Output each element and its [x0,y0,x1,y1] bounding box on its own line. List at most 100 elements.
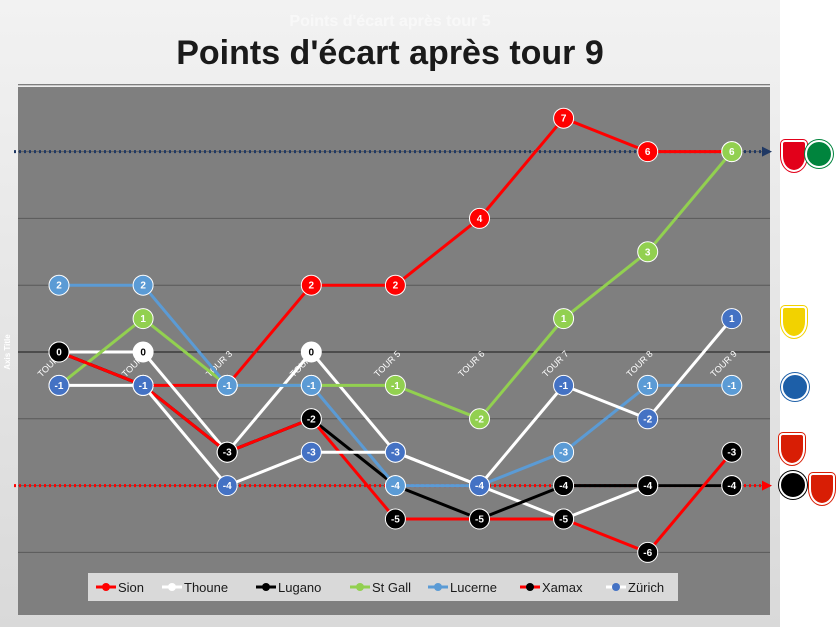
data-point [553,107,575,129]
data-point [216,475,238,497]
sion-logo [781,140,807,172]
data-label: -3 [559,448,568,459]
data-label: -4 [643,481,652,492]
data-point [132,341,154,363]
data-point [48,374,70,396]
legend-box [88,573,678,601]
data-point [469,408,490,430]
legend-marker [356,583,364,591]
data-label: 2 [140,281,146,292]
data-point [300,274,322,296]
data-label: -1 [307,381,316,392]
data-point [553,374,575,396]
data-label: -2 [475,414,484,425]
data-point [300,408,322,430]
legend-marker [102,583,110,591]
data-point [721,441,743,463]
data-label: 6 [729,147,735,158]
data-point [384,441,406,463]
data-point [216,441,238,463]
data-point [132,308,154,330]
data-label: -6 [643,548,652,559]
legend-marker [262,583,270,591]
zurich-logo [781,306,807,338]
data-label: 7 [561,114,567,125]
data-label: -3 [727,448,736,459]
series-markers: 0-1-122476600-30-3-4-5-4-40-1-3-2-4-5-4-… [48,107,743,563]
data-point [553,308,575,330]
chart-title: Points d'écart après tour 9 [176,34,604,72]
data-label: 0 [140,348,146,359]
data-point [300,441,322,463]
lugano-logo [779,471,807,499]
data-point [48,341,70,363]
legend-label: Xamax [542,580,583,595]
data-label: 0 [309,348,315,359]
data-label: 2 [309,281,315,292]
data-label: 3 [645,247,651,258]
data-label: -1 [559,381,568,392]
data-point [384,475,406,497]
xamax-logo [779,433,805,465]
data-label: 1 [729,314,735,325]
data-label: -4 [391,481,400,492]
data-label: 1 [561,314,567,325]
data-point [384,508,406,530]
legend-label: Sion [118,580,144,595]
data-point [384,274,406,296]
data-point [637,241,659,263]
data-label: -4 [727,481,736,492]
data-label: -3 [307,448,316,459]
data-point [721,475,743,497]
data-label: 2 [393,281,399,292]
thoune-logo [809,473,835,505]
legend-marker [526,583,534,591]
data-label: -3 [223,448,232,459]
st-gall-logo [805,140,833,168]
reference-lines [14,146,772,491]
data-point [48,274,70,296]
reference-arrow [762,480,772,491]
data-label: 4 [477,214,483,225]
legend-label: Lugano [278,580,321,595]
ghost-title: Points d'écart après tour 5 [289,13,490,30]
data-point [553,508,575,530]
data-label: -1 [55,381,64,392]
legend-marker [612,583,620,591]
legend-marker [168,583,176,591]
legend: Sion Thoune Lugano St Gall Lucerne Xamax Züric… [88,573,678,601]
data-label: -2 [307,414,316,425]
data-label: -1 [727,381,736,392]
data-label: -5 [475,515,484,526]
data-label: -1 [223,381,232,392]
data-label: -4 [223,481,232,492]
data-label: -1 [139,381,148,392]
legend-label: Lucerne [450,580,497,595]
data-point [637,141,659,163]
data-point [132,274,154,296]
data-label: -3 [391,448,400,459]
data-label: -4 [559,481,568,492]
data-point [216,374,238,396]
data-point [721,141,743,163]
legend-label: St Gall [372,580,411,595]
legend-marker [434,583,442,591]
data-point [637,374,659,396]
data-point [469,508,490,530]
legend-label: Thoune [184,580,228,595]
data-point [721,374,743,396]
data-point [637,408,659,430]
line-chart: Points d'écart après tour 5 Points d'éca… [3,13,772,615]
data-point [469,207,490,229]
data-label: 1 [140,314,146,325]
data-label: -4 [475,481,484,492]
data-point [721,308,743,330]
data-point [469,475,490,497]
data-point [300,341,322,363]
data-label: 2 [56,281,62,292]
data-point [637,475,659,497]
data-point [553,475,575,497]
y-axis-title: Axis Title [3,334,12,370]
chart-frame: Points d'écart après tour 5 Points d'éca… [0,0,780,627]
data-label: 6 [645,147,651,158]
